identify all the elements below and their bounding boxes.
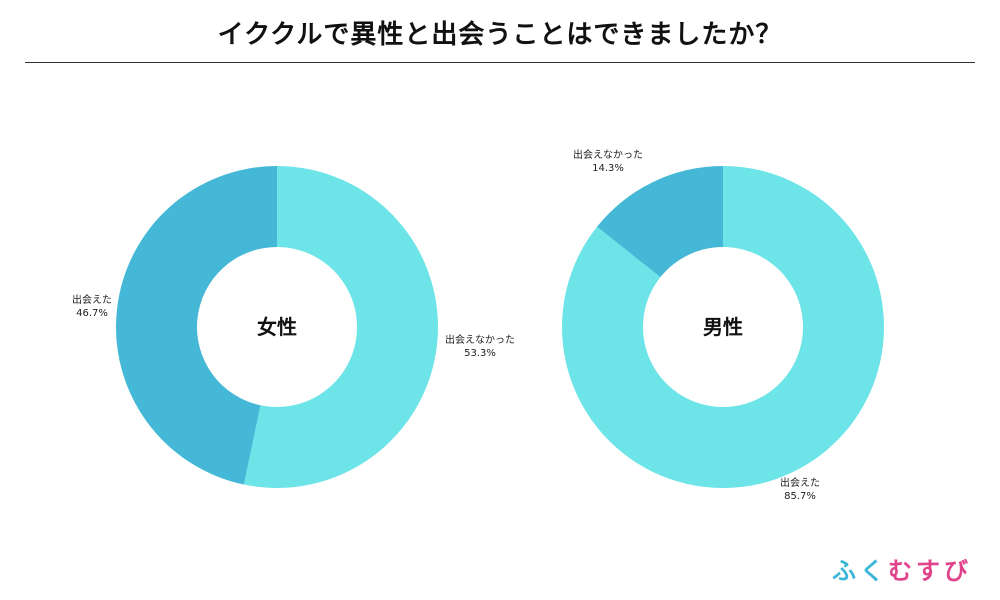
logo-char: く [860,557,888,585]
slice-value-label: 53.3% [464,348,496,359]
slice-value-label: 14.3% [592,163,624,174]
donut-slice [597,166,723,278]
logo-char: ふ [832,557,860,585]
donut-center-label: 女性 [257,315,297,339]
logo-char: び [944,557,972,585]
donut-center-label: 男性 [703,315,743,339]
slice-value-label: 46.7% [76,308,108,319]
slice-label: 出会えなかった [573,148,643,161]
donut-slice [116,166,277,485]
title-divider [25,62,975,63]
logo-char: む [888,557,916,585]
donut-slice [243,166,438,488]
donut-slice [562,166,885,488]
slice-label: 出会えなかった [445,333,515,346]
chart-title: イククルで異性と出会うことはできましたか？ [217,20,783,50]
slice-label: 出会えた [780,476,820,489]
brand-logo: ふくむすび [832,551,972,586]
slice-value-label: 85.7% [784,491,816,502]
slice-label: 出会えた [72,293,112,306]
logo-char: す [916,557,944,585]
